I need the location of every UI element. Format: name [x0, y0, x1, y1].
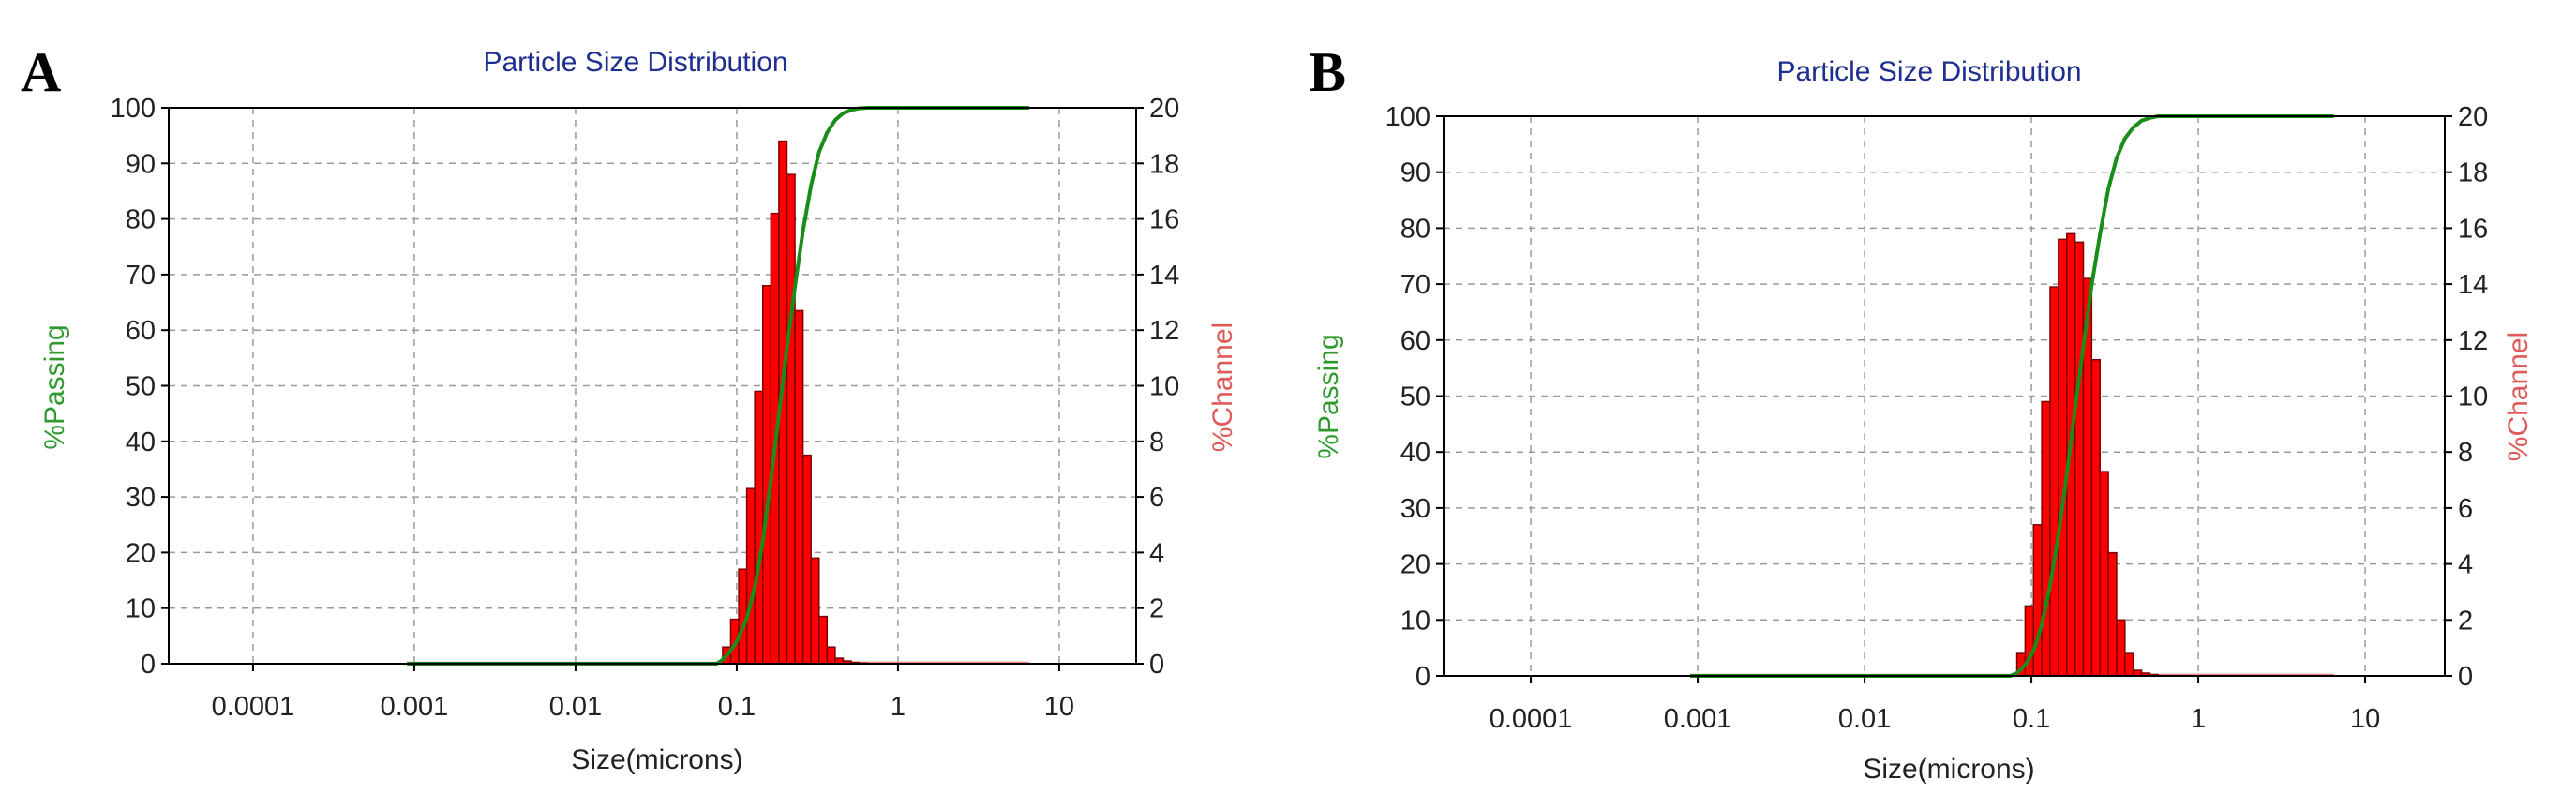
- channel-bar: [745, 487, 756, 665]
- x-tick-label: 1: [891, 692, 906, 722]
- y-tick-label-left: 30: [1400, 494, 1430, 524]
- y-tick-label-left: 10: [1400, 606, 1430, 636]
- channel-bar: [761, 285, 772, 665]
- chart-title: Particle Size Distribution: [483, 47, 787, 78]
- x-tick-label: 0.0001: [1490, 704, 1573, 734]
- channel-bar: [2090, 358, 2101, 677]
- y-tick-label-left: 70: [126, 261, 156, 291]
- y-tick-label-left: 40: [126, 427, 156, 457]
- y-tick-label-left: 50: [1400, 382, 1430, 412]
- y-tick-label-right: 20: [2458, 102, 2488, 132]
- y-tick-label-right: 20: [1149, 94, 1179, 124]
- y-tick-label-right: 8: [2458, 438, 2473, 468]
- y-axis-title-right: %Channel: [2503, 332, 2534, 461]
- channel-bar: [810, 557, 820, 665]
- channel-bar: [2058, 238, 2068, 677]
- y-tick-label-left: 80: [1400, 214, 1430, 244]
- chart-title: Particle Size Distribution: [1776, 56, 2081, 87]
- x-tick-label: 0.0001: [212, 692, 295, 722]
- channel-bar: [2099, 471, 2109, 677]
- channel-bar: [2049, 286, 2059, 677]
- channel-bar: [2107, 551, 2118, 677]
- grid-layer: [1444, 116, 2445, 676]
- panel-label: A: [21, 41, 61, 103]
- y-tick-label-left: 40: [1400, 438, 1430, 468]
- channel-bar: [2074, 241, 2085, 677]
- x-tick-label: 10: [1044, 692, 1074, 722]
- y-tick-label-right: 10: [2458, 382, 2488, 412]
- y-tick-label-right: 16: [1149, 205, 1179, 235]
- channel-bar: [786, 173, 796, 665]
- y-tick-label-left: 50: [126, 372, 156, 402]
- y-tick-label-right: 0: [2458, 662, 2473, 692]
- x-tick-label: 0.1: [2013, 704, 2050, 734]
- y-tick-label-left: 30: [126, 483, 156, 513]
- y-axis-title-left: %Passing: [1313, 334, 1344, 458]
- channel-bar: [801, 454, 812, 665]
- panel-a: A Particle Size Distribution 0 10 20 30 40 50…: [21, 41, 1238, 775]
- y-axis-title-left: %Passing: [39, 324, 70, 449]
- y-tick-label-left: 0: [1415, 662, 1430, 692]
- y-tick-label-right: 14: [2458, 270, 2488, 300]
- y-tick-label-right: 16: [2458, 214, 2488, 244]
- y-tick-label-left: 80: [126, 205, 156, 235]
- channel-bar: [826, 646, 836, 665]
- x-tick-label: 0.001: [381, 692, 449, 722]
- panel-label: B: [1309, 41, 1346, 103]
- y-tick-label-right: 14: [1149, 261, 1179, 291]
- y-tick-label-right: 8: [1149, 427, 1164, 457]
- panel-b: B Particle Size Distribution 0 10 20 30 40 50…: [1288, 0, 2576, 809]
- channel-bar: [2032, 524, 2043, 677]
- x-tick-label: 0.001: [1664, 704, 1732, 734]
- grid-layer: [169, 108, 1136, 664]
- channel-bar: [754, 390, 764, 665]
- x-axis-title: Size(microns): [1863, 754, 2034, 785]
- y-tick-label-left: 100: [1385, 102, 1430, 132]
- y-tick-label-right: 18: [1149, 149, 1179, 179]
- x-tick-label: 0.01: [1838, 704, 1891, 734]
- y-tick-label-right: 12: [1149, 316, 1179, 346]
- passing-curve: [1689, 114, 2334, 678]
- x-axis-title: Size(microns): [571, 744, 742, 775]
- y-tick-label-left: 60: [126, 316, 156, 346]
- y-tick-label-left: 0: [141, 650, 156, 680]
- y-tick-label-left: 10: [126, 594, 156, 624]
- y-tick-label-left: 70: [1400, 270, 1430, 300]
- series-layer: [407, 106, 1029, 666]
- y-tick-label-right: 6: [1149, 483, 1164, 513]
- y-tick-label-left: 60: [1400, 326, 1430, 356]
- channel-bar: [817, 615, 829, 665]
- x-tick-label: 0.01: [549, 692, 602, 722]
- x-tick-label: 0.1: [718, 692, 756, 722]
- axis-layer: 0 10 20 30 40 50 60 70 80 90 100 0 2 4 6 8 10 12 14 16 18 20 0…: [111, 94, 1180, 722]
- channel-bar: [794, 309, 804, 665]
- particle-size-chart-a: A Particle Size Distribution 01020304050…: [21, 41, 1238, 775]
- y-tick-label-right: 2: [1149, 594, 1164, 624]
- axis-layer: 0 10 20 30 40 50 60 70 80 90 100 0 2 4 6 8 10 12 14 16 18 20 0…: [1385, 102, 2489, 734]
- y-tick-label-left: 90: [126, 149, 156, 179]
- channel-bar: [2116, 619, 2126, 677]
- y-tick-label-right: 10: [1149, 372, 1179, 402]
- x-tick-label: 10: [2350, 704, 2380, 734]
- y-tick-label-left: 90: [1400, 158, 1430, 188]
- channel-bar: [2041, 400, 2051, 677]
- y-tick-label-left: 20: [126, 538, 156, 568]
- y-tick-label-right: 0: [1149, 650, 1164, 680]
- y-tick-label-left: 100: [111, 94, 156, 124]
- y-tick-label-right: 6: [2458, 494, 2473, 524]
- y-tick-label-right: 2: [2458, 606, 2473, 636]
- channel-bar: [2124, 652, 2134, 677]
- y-tick-label-left: 20: [1400, 550, 1430, 580]
- y-axis-title-right: %Channel: [1207, 322, 1238, 452]
- x-tick-label: 1: [2191, 704, 2206, 734]
- y-tick-label-right: 12: [2458, 326, 2488, 356]
- y-tick-label-right: 4: [1149, 538, 1164, 568]
- particle-size-chart-b: B Particle Size Distribution 01020304050…: [1309, 41, 2534, 785]
- y-tick-label-right: 18: [2458, 158, 2488, 188]
- y-tick-label-right: 4: [2458, 550, 2473, 580]
